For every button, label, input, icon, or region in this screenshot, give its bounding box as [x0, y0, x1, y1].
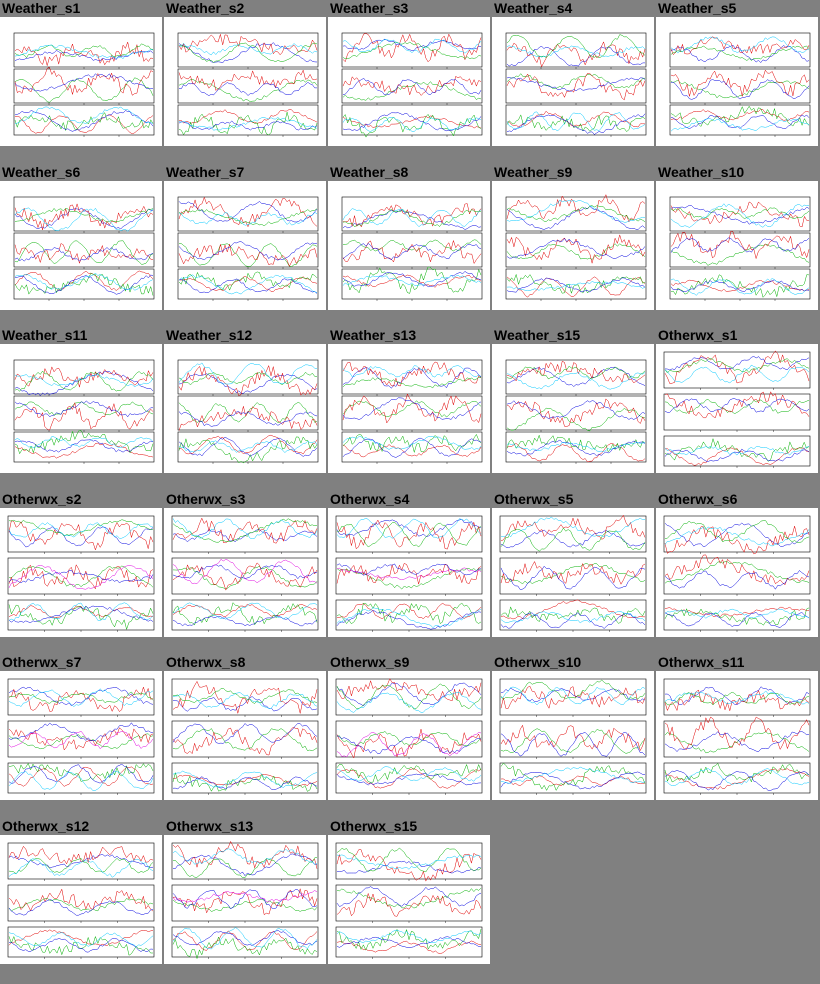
thumbnail-label: Otherwx_s5	[494, 490, 574, 507]
thumbnail-label: Weather_s11	[2, 327, 88, 343]
thumbnail-label: Weather_s6	[2, 163, 81, 180]
thumbnail-weather-s2[interactable]: Weather_s2	[164, 0, 326, 160]
thumbnail-label: Otherwx_s8	[166, 654, 246, 670]
plot-thumbnail	[0, 834, 162, 964]
plot-thumbnail	[0, 17, 162, 146]
plot-thumbnail	[0, 671, 162, 800]
thumbnail-weather-s5[interactable]: Weather_s5	[656, 0, 818, 160]
thumbnail-label: Otherwx_s9	[330, 654, 410, 670]
thumbnail-label: Otherwx_s15	[330, 817, 418, 834]
thumbnail-otherwx-s4[interactable]: Otherwx_s4	[328, 491, 490, 651]
plot-thumbnail	[0, 507, 162, 637]
thumbnail-label: Weather_s7	[166, 163, 245, 180]
thumbnail-otherwx-s2[interactable]: Otherwx_s2	[0, 491, 162, 651]
plot-thumbnail	[164, 671, 326, 800]
thumbnail-otherwx-s1[interactable]: Otherwx_s1	[656, 327, 818, 487]
thumbnail-label: Weather_s12	[166, 327, 253, 343]
thumbnail-otherwx-s11[interactable]: Otherwx_s11	[656, 654, 818, 814]
plot-thumbnail	[656, 180, 818, 310]
plot-thumbnail	[656, 671, 818, 800]
thumbnail-label: Weather_s9	[494, 163, 573, 180]
thumbnail-weather-s13[interactable]: Weather_s13	[328, 327, 490, 487]
plot-thumbnail	[492, 507, 654, 637]
thumbnail-label: Otherwx_s2	[2, 490, 82, 507]
thumbnail-otherwx-s10[interactable]: Otherwx_s10	[492, 654, 654, 814]
plot-thumbnail	[328, 180, 490, 310]
thumbnail-weather-s4[interactable]: Weather_s4	[492, 0, 654, 160]
plot-thumbnail	[492, 671, 654, 800]
thumbnail-label: Otherwx_s13	[166, 817, 254, 834]
thumbnail-weather-s3[interactable]: Weather_s3	[328, 0, 490, 160]
thumbnail-label: Weather_s10	[658, 163, 745, 180]
thumbnail-label: Otherwx_s12	[2, 817, 90, 834]
plot-thumbnail	[328, 344, 490, 473]
thumbnail-label: Weather_s5	[658, 0, 737, 16]
thumbnail-otherwx-s5[interactable]: Otherwx_s5	[492, 491, 654, 651]
plot-thumbnail	[492, 17, 654, 146]
plot-thumbnail	[0, 344, 162, 473]
thumbnail-weather-s9[interactable]: Weather_s9	[492, 164, 654, 324]
thumbnail-label: Otherwx_s10	[494, 654, 582, 670]
plot-thumbnail	[0, 180, 162, 310]
thumbnail-weather-s1[interactable]: Weather_s1	[0, 0, 162, 160]
thumbnail-otherwx-s3[interactable]: Otherwx_s3	[164, 491, 326, 651]
thumbnail-otherwx-s7[interactable]: Otherwx_s7	[0, 654, 162, 814]
thumbnail-otherwx-s6[interactable]: Otherwx_s6	[656, 491, 818, 651]
thumbnail-label: Otherwx_s6	[658, 490, 738, 507]
thumbnail-label: Weather_s2	[166, 0, 245, 16]
thumbnail-otherwx-s8[interactable]: Otherwx_s8	[164, 654, 326, 814]
thumbnail-label: Otherwx_s11	[658, 654, 745, 670]
thumbnail-weather-s11[interactable]: Weather_s11	[0, 327, 162, 487]
plot-thumbnail	[328, 671, 490, 800]
plot-thumbnail	[164, 834, 326, 964]
plot-thumbnail	[656, 17, 818, 146]
thumbnail-weather-s12[interactable]: Weather_s12	[164, 327, 326, 487]
thumbnail-otherwx-s13[interactable]: Otherwx_s13	[164, 818, 326, 978]
plot-thumbnail	[328, 834, 490, 964]
thumbnail-label: Weather_s1	[2, 0, 81, 16]
thumbnail-label: Weather_s4	[494, 0, 573, 16]
thumbnail-label: Weather_s8	[330, 163, 409, 180]
thumbnail-label: Weather_s13	[330, 327, 417, 343]
thumbnail-label: Weather_s3	[330, 0, 409, 16]
plot-thumbnail	[164, 344, 326, 473]
thumbnail-weather-s6[interactable]: Weather_s6	[0, 164, 162, 324]
thumbnail-weather-s7[interactable]: Weather_s7	[164, 164, 326, 324]
thumbnail-otherwx-s12[interactable]: Otherwx_s12	[0, 818, 162, 978]
thumbnail-otherwx-s15[interactable]: Otherwx_s15	[328, 818, 490, 978]
thumbnail-label: Weather_s15	[494, 327, 581, 343]
plot-thumbnail	[164, 17, 326, 146]
plot-thumbnail	[328, 507, 490, 637]
thumbnail-weather-s15[interactable]: Weather_s15	[492, 327, 654, 487]
thumbnail-label: Otherwx_s4	[330, 490, 410, 507]
plot-thumbnail	[656, 507, 818, 637]
thumbnail-label: Otherwx_s7	[2, 654, 82, 670]
plot-thumbnail	[492, 180, 654, 310]
plot-thumbnail	[656, 344, 818, 473]
thumbnail-weather-s8[interactable]: Weather_s8	[328, 164, 490, 324]
plot-thumbnail	[164, 180, 326, 310]
thumbnail-weather-s10[interactable]: Weather_s10	[656, 164, 818, 324]
plot-thumbnail	[492, 344, 654, 473]
thumbnail-label: Otherwx_s1	[658, 327, 738, 343]
thumbnail-otherwx-s9[interactable]: Otherwx_s9	[328, 654, 490, 814]
thumbnail-label: Otherwx_s3	[166, 490, 246, 507]
plot-thumbnail	[164, 507, 326, 637]
plot-thumbnail	[328, 17, 490, 146]
